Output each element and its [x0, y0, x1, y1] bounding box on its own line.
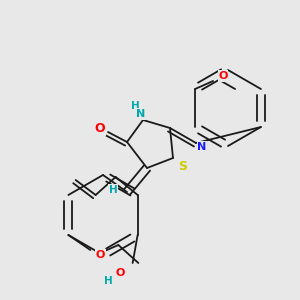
- Text: H: H: [130, 101, 140, 111]
- Text: S: S: [178, 160, 188, 172]
- Text: N: N: [136, 109, 146, 119]
- Text: N: N: [197, 142, 207, 152]
- Text: O: O: [116, 268, 125, 278]
- Text: H: H: [104, 276, 113, 286]
- Text: O: O: [95, 122, 105, 136]
- Text: O: O: [218, 71, 228, 81]
- Text: O: O: [96, 250, 105, 260]
- Text: H: H: [109, 185, 117, 195]
